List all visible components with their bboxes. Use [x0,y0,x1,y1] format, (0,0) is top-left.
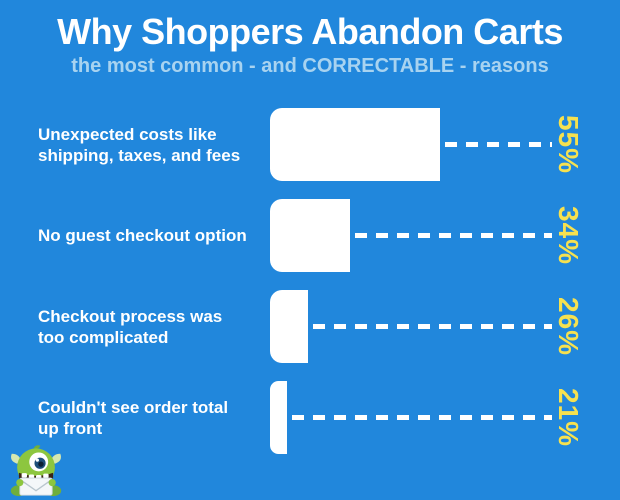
value-label-text: 34% [553,205,584,266]
bar [270,290,308,363]
bar [270,108,440,181]
chart-row: Checkout process was too complicated 26% [0,290,620,363]
leader-line [355,233,552,238]
category-label: Checkout process was too complicated [38,306,223,347]
bar [270,199,350,272]
category-label: Couldn't see order total up front [38,397,229,438]
header: Why Shoppers Abandon Carts the most comm… [0,12,620,78]
value-label-text: 26% [553,296,584,357]
category-label: Unexpected costs like shipping, taxes, a… [38,124,241,165]
leader-line [292,415,552,420]
page-title: Why Shoppers Abandon Carts [57,11,563,52]
value-label-text: 21% [553,387,584,448]
leader-line [445,142,552,147]
optinmonster-mascot-icon [7,443,65,497]
bar [270,381,287,454]
value-label-text: 55% [553,114,584,175]
value-label: 21% [546,381,590,454]
category-label: No guest checkout option [38,226,247,245]
page-subtitle: the most common - and CORRECTABLE - reas… [71,54,549,77]
value-label: 55% [546,108,590,181]
chart-row: No guest checkout option 34% [0,199,620,272]
value-label: 26% [546,290,590,363]
chart-row: Couldn't see order total up front 21% [0,381,620,454]
chart-row: Unexpected costs like shipping, taxes, a… [0,108,620,181]
leader-line [313,324,552,329]
value-label: 34% [546,199,590,272]
